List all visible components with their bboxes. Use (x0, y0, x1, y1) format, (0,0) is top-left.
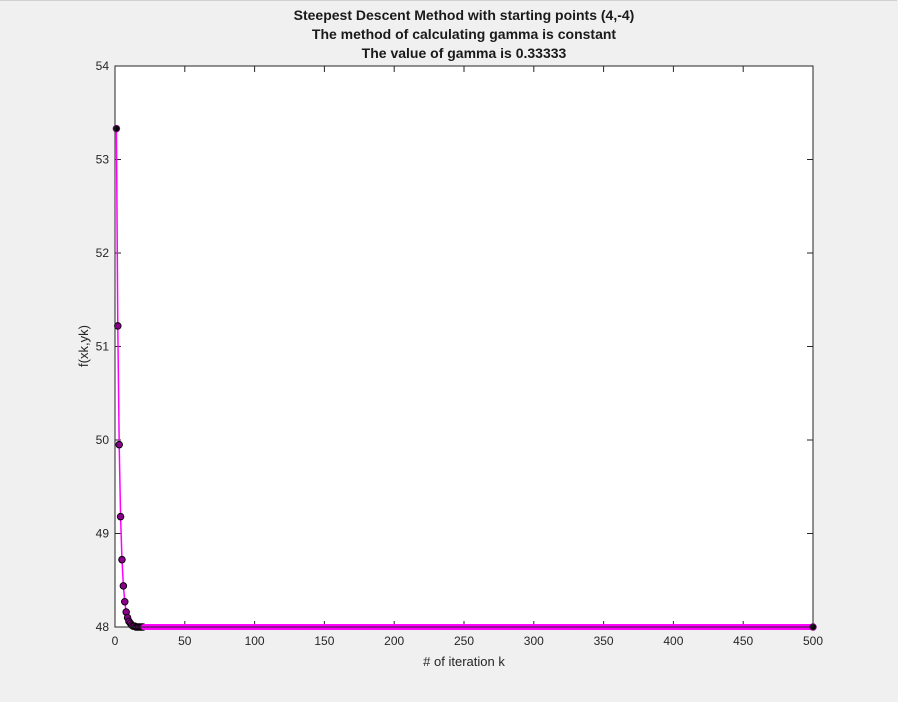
x-tick-label: 100 (245, 634, 265, 648)
data-point (118, 555, 126, 564)
y-axis-label: f(xk,yk) (76, 325, 91, 367)
y-tick-label: 50 (96, 433, 110, 447)
y-tick-label: 53 (96, 153, 110, 167)
x-tick-label: 500 (803, 634, 823, 648)
x-tick-label: 50 (178, 634, 192, 648)
x-tick-label: 0 (112, 634, 119, 648)
data-point (119, 582, 128, 590)
x-axis-label: # of iteration k (423, 654, 505, 669)
x-tick-label: 400 (663, 634, 683, 648)
x-tick-label: 350 (594, 634, 614, 648)
window-top-border (0, 0, 897, 1)
y-tick-label: 52 (96, 246, 110, 260)
chart-title-line-1: Steepest Descent Method with starting po… (293, 7, 635, 23)
x-tick-label: 250 (454, 634, 474, 648)
x-tick-label: 450 (733, 634, 753, 648)
plot-area (115, 66, 813, 627)
y-tick-label: 51 (96, 340, 110, 354)
data-point (112, 124, 121, 133)
y-tick-label: 48 (96, 620, 110, 634)
chart-title-line-3: The value of gamma is 0.33333 (361, 45, 567, 61)
data-point (114, 322, 122, 330)
x-tick-label: 200 (384, 634, 404, 648)
data-point (116, 512, 125, 521)
chart-title-line-2: The method of calculating gamma is const… (311, 26, 617, 42)
y-tick-label: 49 (96, 527, 110, 541)
x-tick-label: 150 (314, 634, 334, 648)
axes-box (114, 65, 814, 628)
y-tick-label: 54 (96, 59, 110, 73)
data-point (115, 440, 123, 449)
data-point (121, 598, 129, 606)
x-tick-label: 300 (524, 634, 544, 648)
